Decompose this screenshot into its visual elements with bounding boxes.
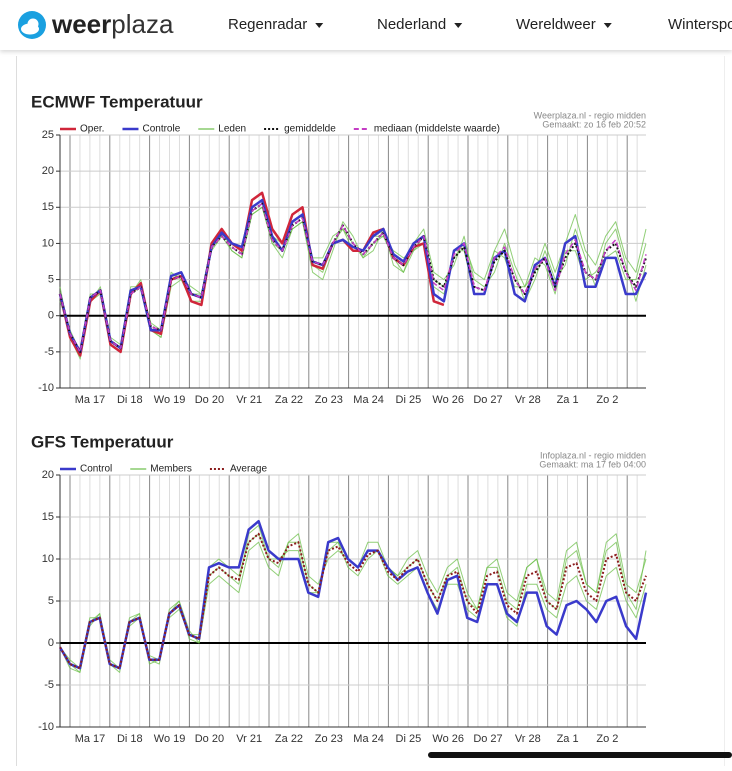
x-tick-label: Vr 21 bbox=[236, 394, 262, 406]
x-tick-label: Ma 24 bbox=[353, 394, 384, 406]
y-tick-label: -10 bbox=[38, 721, 54, 733]
x-tick-label: Vr 21 bbox=[236, 733, 262, 745]
nav-label: Nederland bbox=[377, 16, 446, 33]
y-tick-label: 10 bbox=[42, 553, 54, 565]
chart-source: Weerplaza.nl - regio midden bbox=[534, 110, 646, 120]
y-tick-label: 10 bbox=[42, 237, 54, 249]
nav-label: Wereldweer bbox=[516, 16, 596, 33]
y-tick-label: -5 bbox=[44, 346, 54, 358]
y-tick-label: 5 bbox=[48, 273, 54, 285]
x-tick-label: Di 25 bbox=[396, 733, 422, 745]
y-tick-label: 25 bbox=[42, 129, 54, 141]
x-tick-label: Do 20 bbox=[195, 394, 224, 406]
chart-title: GFS Temperatuur bbox=[31, 432, 174, 451]
x-tick-label: Za 22 bbox=[275, 733, 303, 745]
y-tick-label: 0 bbox=[48, 637, 54, 649]
chart: GFS Temperatuur Infoplaza.nl - regio midd… bbox=[31, 432, 648, 745]
nav-caret bbox=[315, 23, 324, 28]
nav-item[interactable]: Regenradar bbox=[228, 16, 324, 33]
chart-source: Infoplaza.nl - regio midden bbox=[540, 450, 646, 460]
x-tick-label: Ma 24 bbox=[353, 733, 384, 745]
y-tick-label: -5 bbox=[44, 679, 54, 691]
x-tick-label: Wo 19 bbox=[154, 394, 186, 406]
y-tick-label: 15 bbox=[42, 511, 54, 523]
nav-item[interactable]: Wintersport bbox=[668, 16, 732, 33]
x-tick-label: Vr 28 bbox=[515, 733, 541, 745]
y-tick-label: 15 bbox=[42, 201, 54, 213]
y-tick-label: 20 bbox=[42, 469, 54, 481]
chart-title: ECMWF Temperatuur bbox=[31, 92, 203, 111]
legend-label: Controle bbox=[142, 124, 180, 135]
x-tick-label: Wo 26 bbox=[432, 394, 464, 406]
x-tick-label: Ma 17 bbox=[75, 733, 106, 745]
series-line bbox=[58, 519, 648, 670]
nav-label: Wintersport bbox=[668, 16, 732, 33]
chart-made: Gemaakt: zo 16 feb 20:52 bbox=[542, 119, 646, 129]
nav: Regenradar Nederland Wereldweer Wintersport bbox=[228, 16, 732, 33]
x-tick-label: Zo 23 bbox=[315, 394, 343, 406]
nav-caret bbox=[603, 23, 612, 28]
home-indicator bbox=[428, 752, 732, 758]
charts: ECMWF Temperatuur Weerplaza.nl - regio mi… bbox=[31, 92, 648, 745]
y-tick-label: -10 bbox=[38, 382, 54, 394]
x-tick-label: Wo 26 bbox=[432, 733, 464, 745]
x-tick-label: Za 22 bbox=[275, 394, 303, 406]
x-tick-label: Di 25 bbox=[396, 394, 422, 406]
x-tick-label: Vr 28 bbox=[515, 394, 541, 406]
x-tick-label: Di 18 bbox=[117, 394, 143, 406]
x-tick-label: Do 20 bbox=[195, 733, 224, 745]
logo-light: plaza bbox=[111, 9, 174, 39]
legend-label: Oper. bbox=[80, 124, 104, 135]
chart: ECMWF Temperatuur Weerplaza.nl - regio mi… bbox=[31, 92, 648, 406]
legend-label: Average bbox=[230, 464, 268, 475]
logo-text: weerplaza bbox=[51, 9, 174, 39]
nav-item[interactable]: Nederland bbox=[377, 16, 463, 33]
nav-item[interactable]: Wereldweer bbox=[516, 16, 612, 33]
y-tick-label: 20 bbox=[42, 165, 54, 177]
x-tick-label: Wo 19 bbox=[154, 733, 186, 745]
legend-label: Control bbox=[80, 464, 112, 475]
x-tick-label: Di 18 bbox=[117, 733, 143, 745]
chart-made: Gemaakt: ma 17 feb 04:00 bbox=[539, 459, 646, 469]
legend-label: Members bbox=[150, 464, 192, 475]
x-tick-label: Zo 23 bbox=[315, 733, 343, 745]
x-tick-label: Ma 17 bbox=[75, 394, 106, 406]
nav-label: Regenradar bbox=[228, 16, 307, 33]
x-tick-label: Do 27 bbox=[473, 394, 502, 406]
logo[interactable]: weerplaza bbox=[18, 9, 174, 39]
legend-label: mediaan (middelste waarde) bbox=[374, 124, 500, 135]
x-tick-label: Zo 2 bbox=[596, 394, 618, 406]
legend-label: Leden bbox=[218, 124, 246, 135]
x-tick-label: Za 1 bbox=[557, 733, 579, 745]
nav-caret bbox=[454, 23, 463, 28]
series-line bbox=[58, 191, 445, 357]
series-line bbox=[59, 532, 647, 670]
logo-bold: weer bbox=[51, 9, 111, 39]
x-tick-label: Do 27 bbox=[473, 733, 502, 745]
logo-cloud bbox=[27, 18, 39, 30]
x-tick-label: Za 1 bbox=[557, 394, 579, 406]
legend-label: gemiddelde bbox=[284, 124, 336, 135]
y-tick-label: 5 bbox=[48, 595, 54, 607]
y-tick-label: 0 bbox=[48, 310, 54, 322]
series-line bbox=[59, 202, 647, 353]
x-tick-label: Zo 2 bbox=[596, 733, 618, 745]
